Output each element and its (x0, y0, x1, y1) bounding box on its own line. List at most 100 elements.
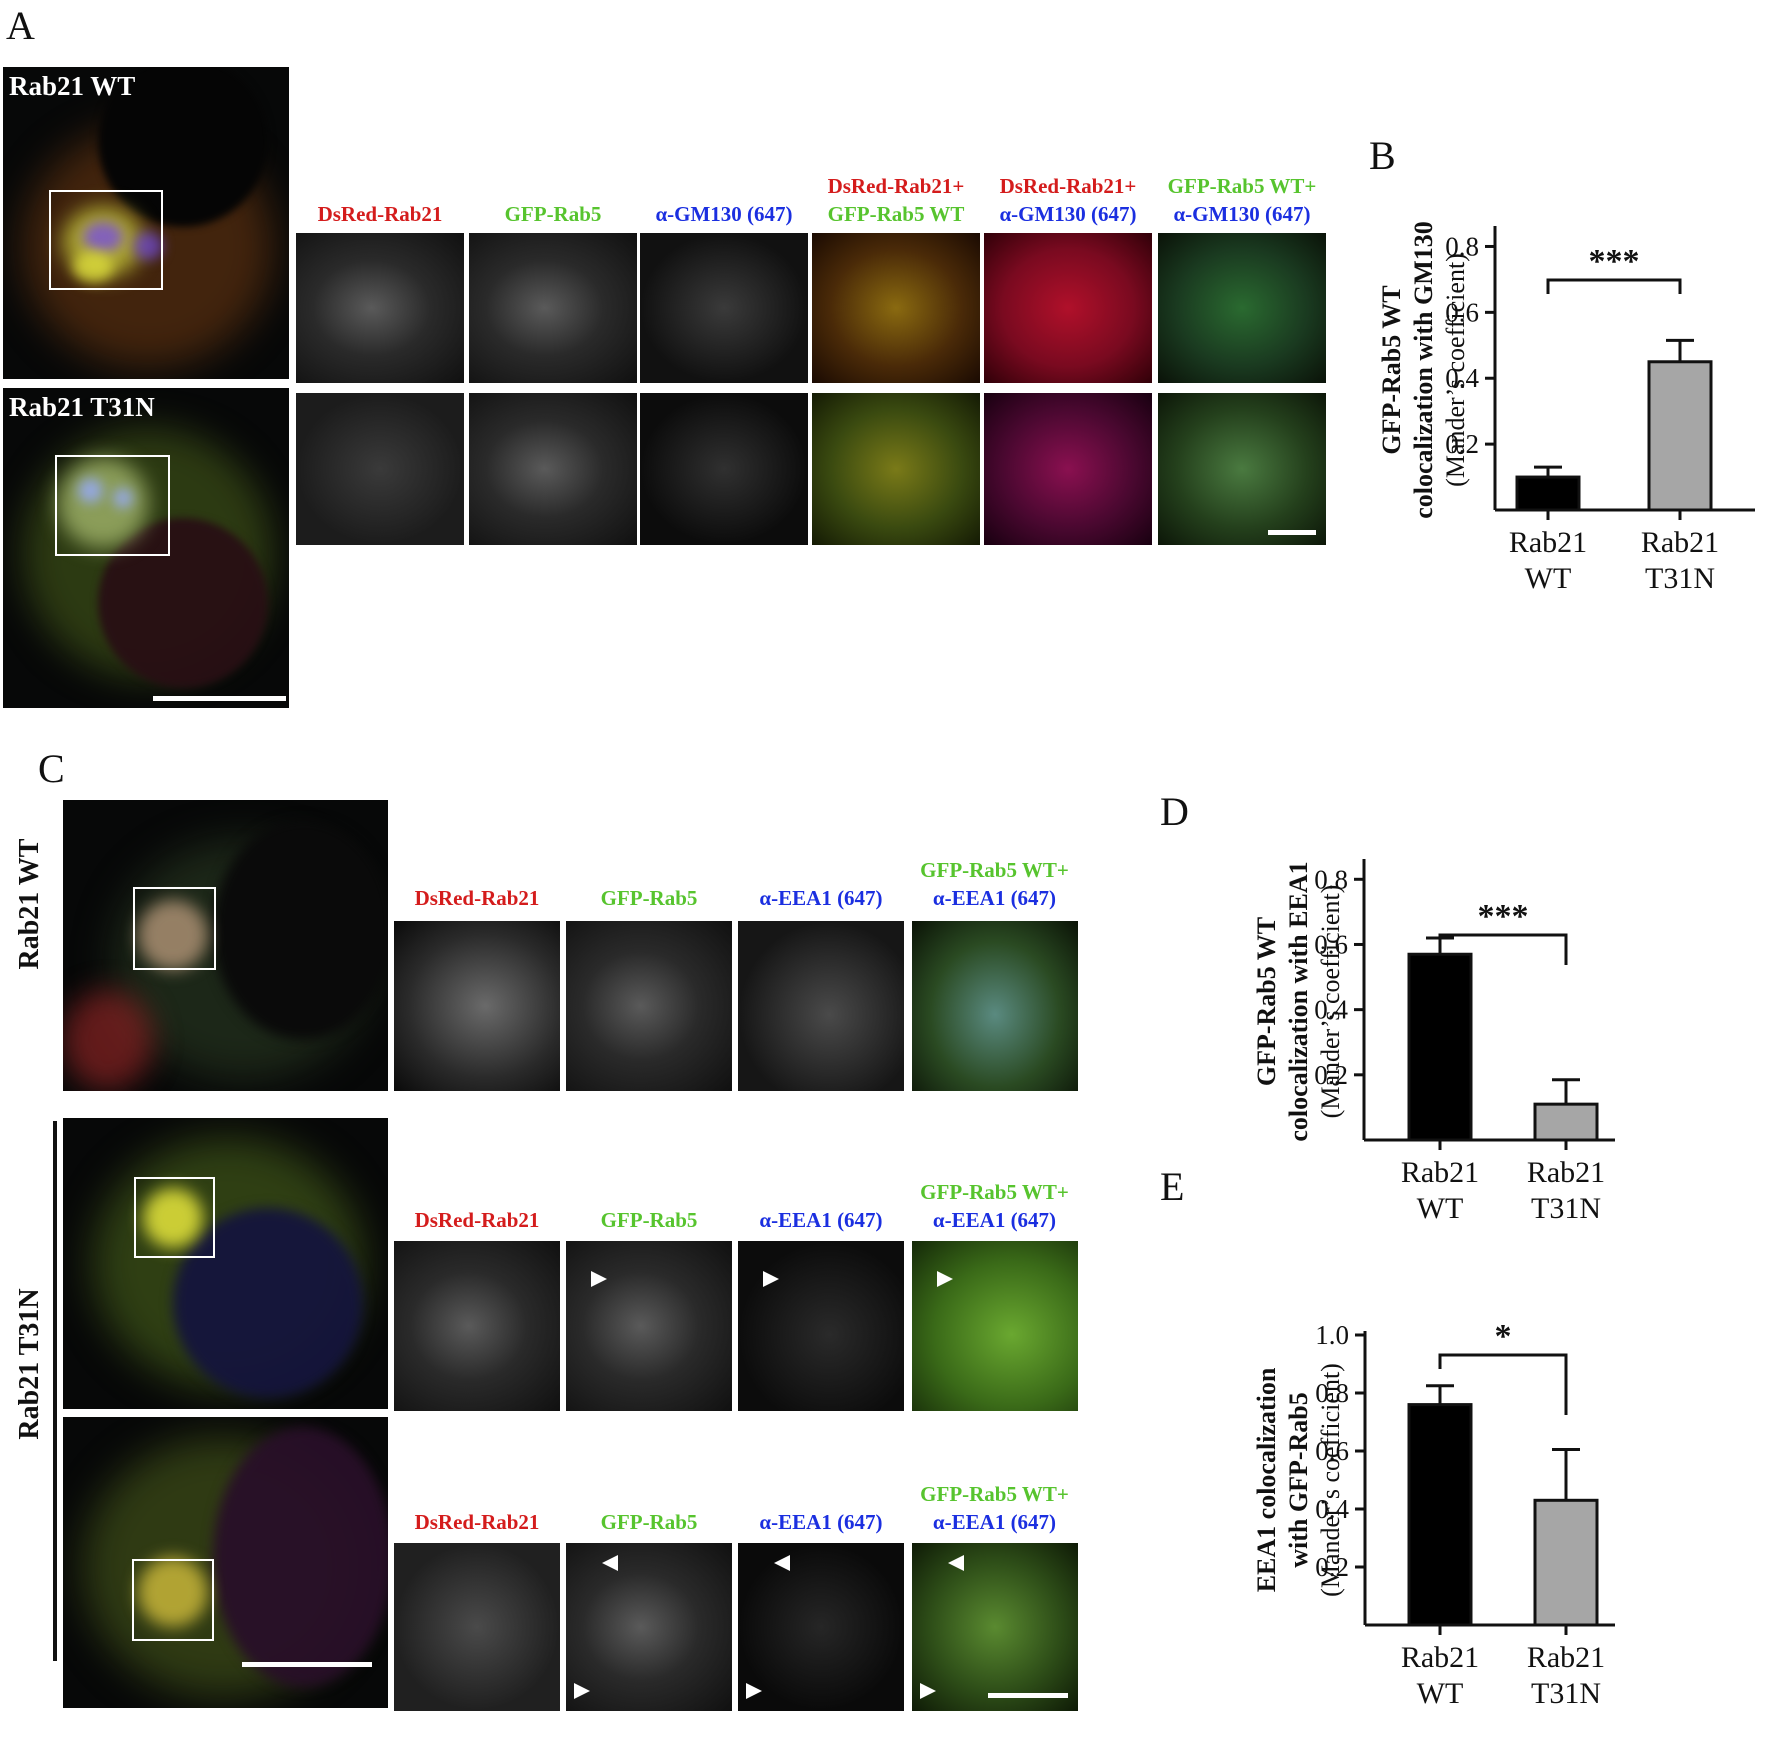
zoom-image-merge-red-blue-wt (984, 233, 1152, 383)
zoom-image-dsred-rab21-t31n (296, 393, 464, 545)
channel-label-eea1: α-EEA1 (647) (759, 886, 883, 910)
significance-label: * (1495, 1318, 1512, 1355)
channel-label-gfp-rab5: GFP-Rab5 (600, 1510, 698, 1534)
zoom-image-c-eea1-t31n-2 (738, 1543, 904, 1711)
roi-box (49, 190, 163, 290)
roi-box (133, 887, 216, 970)
chart-d: 0.20.40.60.8Rab21WTRab21T31N***GFP-Rab5 … (1252, 859, 1615, 1225)
overview-image-rab21-t31n: Rab21 T31N (3, 388, 289, 708)
bar (1407, 1403, 1473, 1627)
channel-label-dsred-rab21: DsRed-Rab21 (414, 1510, 540, 1534)
x-tick-label: Rab21 (1527, 1156, 1605, 1189)
y-axis-label-line: (Mander’s coefficient) (1441, 253, 1470, 487)
scale-bar (1268, 530, 1316, 535)
y-axis-label-line: with GFP-Rab5 (1284, 1392, 1313, 1568)
overview-image-rab21-wt: Rab21 WT (3, 67, 289, 379)
zoom-image-gfp-rab5-t31n (469, 393, 637, 545)
zoom-image-c-gfp-t31n-1 (566, 1241, 732, 1411)
row-bracket-t31n (53, 1121, 57, 1661)
significance-label: *** (1478, 898, 1529, 935)
scale-bar (242, 1662, 372, 1667)
y-axis-label: EEA1 colocalization with GFP-Rab5 (Mander’… (1252, 1363, 1345, 1597)
zoom-image-c-merge-wt (912, 921, 1078, 1091)
zoom-image-merge-green-blue-wt (1158, 233, 1326, 383)
channel-label-gm130: α-GM130 (647) (655, 202, 793, 226)
roi-box (55, 455, 170, 556)
overview-image-c-rab21-wt (63, 800, 388, 1091)
y-tick-label: 0.4 (1314, 995, 1348, 1025)
x-tick-label: T31N (1531, 1677, 1601, 1710)
bar (1533, 1102, 1599, 1142)
roi-box (132, 1559, 214, 1641)
y-tick-label: 0.6 (1314, 929, 1348, 959)
y-axis-label: GFP-Rab5 WT colocalization with GM130 (Man… (1377, 221, 1470, 519)
zoom-image-merge-red-blue-t31n (984, 393, 1152, 545)
y-tick-label: 0.8 (1315, 1378, 1349, 1408)
zoom-image-gm130-wt (640, 233, 808, 383)
channel-label-gfp-rab5: GFP-Rab5 (504, 202, 602, 226)
significance-bracket (1438, 1353, 1568, 1415)
y-tick-label: 0.8 (1445, 231, 1479, 261)
arrowhead-icon (937, 1271, 953, 1287)
panel-letter-d: D (1160, 789, 1189, 834)
zoom-image-c-dsred-t31n-1 (394, 1241, 560, 1411)
arrowhead-icon (763, 1271, 779, 1287)
y-tick-label: 0.8 (1314, 864, 1348, 894)
panel-letter-e: E (1160, 1164, 1185, 1209)
y-axis-label-line: GFP-Rab5 WT (1252, 917, 1281, 1086)
arrowhead-icon (920, 1683, 936, 1699)
arrowhead-icon (574, 1683, 590, 1699)
y-axis-label-line: EEA1 colocalization (1252, 1367, 1281, 1592)
channel-label-merge-green-blue: GFP-Rab5 WT+ α-EEA1 (647) (920, 1482, 1069, 1534)
overview-image-c-rab21-t31n-cell2 (63, 1417, 388, 1708)
panel-letter-b: B (1369, 133, 1396, 178)
zoom-image-c-dsred-t31n-2 (394, 1543, 560, 1711)
zoom-image-c-gfp-t31n-2 (566, 1543, 732, 1711)
zoom-image-c-eea1-wt (738, 921, 904, 1091)
zoom-image-gm130-t31n (640, 393, 808, 545)
channel-label-gfp-rab5: GFP-Rab5 (600, 1208, 698, 1232)
channel-label-merge-green-blue: GFP-Rab5 WT+ α-EEA1 (647) (920, 1180, 1069, 1232)
y-axis-label: GFP-Rab5 WT colocalization with EEA1 (Mand… (1252, 861, 1345, 1141)
x-tick-label: Rab21 (1641, 526, 1719, 559)
significance-label: *** (1589, 243, 1640, 280)
x-tick-label: WT (1525, 562, 1572, 595)
x-tick-label: T31N (1531, 1192, 1601, 1225)
zoom-image-c-merge-t31n-2 (912, 1543, 1078, 1711)
scale-bar (988, 1693, 1068, 1698)
arrowhead-icon (774, 1555, 790, 1571)
zoom-image-gfp-rab5-wt (469, 233, 637, 383)
panel-letter-a: A (6, 3, 35, 48)
channel-label-merge-red-blue: DsRed-Rab21+ α-GM130 (647) (999, 174, 1137, 226)
zoom-image-dsred-rab21-wt (296, 233, 464, 383)
arrowhead-icon (948, 1555, 964, 1571)
channel-label-dsred-rab21: DsRed-Rab21 (414, 886, 540, 910)
y-axis-label-line: GFP-Rab5 WT (1377, 285, 1406, 454)
channel-label-gfp-rab5: GFP-Rab5 (600, 886, 698, 910)
zoom-image-c-dsred-wt (394, 921, 560, 1091)
cell-label-rab21-wt: Rab21 WT (9, 71, 136, 101)
channel-label-dsred-rab21: DsRed-Rab21 (414, 1208, 540, 1232)
y-tick-label: 0.4 (1445, 363, 1479, 393)
y-axis-label-line: colocalization with GM130 (1409, 221, 1438, 519)
zoom-image-merge-red-green-wt (812, 233, 980, 383)
roi-box (134, 1177, 215, 1258)
zoom-image-merge-green-blue-t31n (1158, 393, 1326, 545)
bar (1647, 360, 1713, 512)
row-label-rab21-wt: Rab21 WT (14, 838, 45, 970)
channel-label-merge-red-green: DsRed-Rab21+ GFP-Rab5 WT (827, 174, 965, 226)
x-tick-label: Rab21 (1401, 1156, 1479, 1189)
panel-letter-c: C (38, 746, 65, 791)
overview-image-c-rab21-t31n-cell1 (63, 1118, 388, 1409)
zoom-image-c-gfp-wt (566, 921, 732, 1091)
y-tick-label: 0.6 (1315, 1436, 1349, 1466)
y-axis-label-line: (Mander’s coefficient) (1316, 885, 1345, 1119)
x-tick-label: WT (1417, 1192, 1464, 1225)
bar (1533, 1498, 1599, 1627)
channel-label-merge-green-blue: GFP-Rab5 WT+ α-GM130 (647) (1167, 174, 1317, 226)
x-tick-label: Rab21 (1509, 526, 1587, 559)
y-tick-label: 0.2 (1445, 429, 1479, 459)
zoom-image-merge-red-green-t31n (812, 393, 980, 545)
channel-label-eea1: α-EEA1 (647) (759, 1208, 883, 1232)
